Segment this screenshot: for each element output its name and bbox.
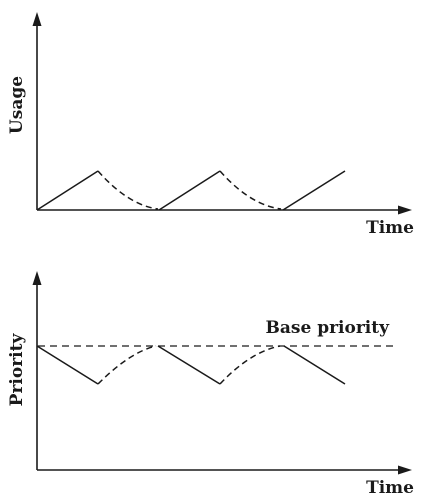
priority-y-axis-label: Priority — [7, 333, 27, 407]
usage-rise-segment-3 — [282, 170, 346, 211]
usage-x-axis-label: Time — [366, 218, 414, 238]
usage-rise-segment-1 — [36, 170, 99, 211]
priority-recover-segment-2 — [219, 345, 281, 385]
priority-panel: Priority Time Base priority — [7, 271, 414, 498]
usage-x-axis-arrowhead — [398, 205, 412, 215]
priority-drop-segment-1 — [36, 345, 99, 385]
usage-y-axis-arrowhead — [32, 12, 42, 26]
usage-decay-segment-1 — [97, 170, 159, 210]
usage-rise-segment-2 — [158, 170, 221, 211]
priority-drop-segment-2 — [157, 345, 221, 385]
usage-y-axis-label: Usage — [7, 76, 27, 134]
usage-decay-segment-2 — [219, 170, 282, 210]
priority-x-axis-arrowhead — [398, 465, 412, 475]
base-priority-label: Base priority — [266, 318, 391, 338]
priority-y-axis-arrowhead — [32, 271, 42, 285]
priority-recover-segment-1 — [97, 345, 157, 385]
priority-drop-segment-3 — [283, 345, 346, 385]
priority-x-axis-label: Time — [366, 478, 414, 498]
usage-panel: Usage Time — [7, 12, 414, 238]
